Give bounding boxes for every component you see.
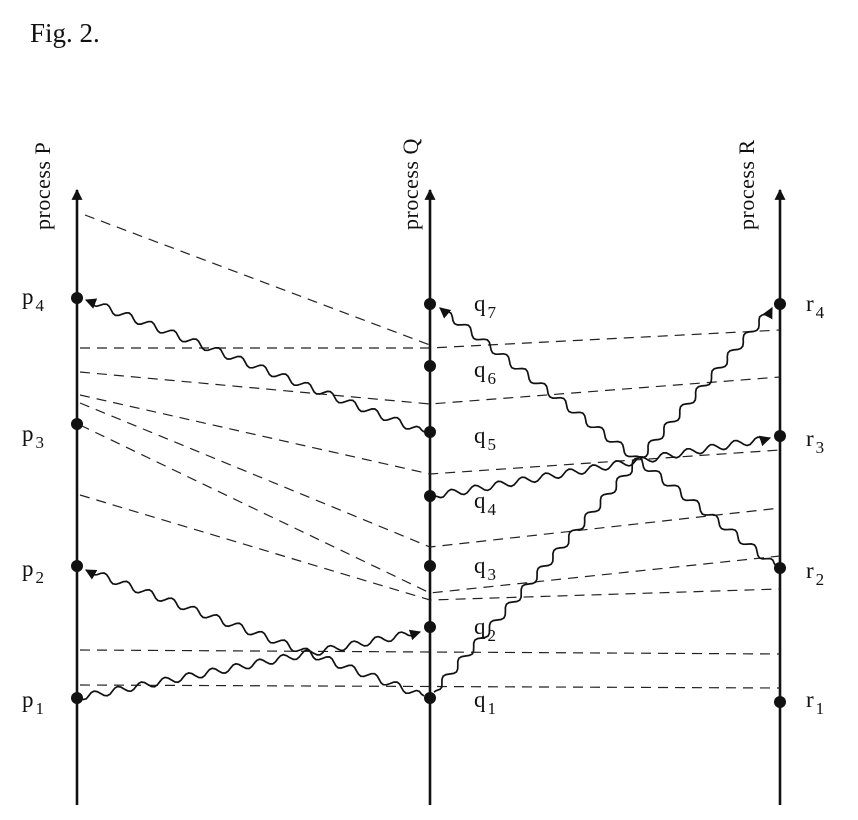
process-p-label: process P bbox=[30, 142, 55, 230]
event-dot-r2 bbox=[774, 562, 786, 574]
event-dot-q3 bbox=[424, 560, 436, 572]
process-q-label: process Q bbox=[398, 138, 423, 230]
tick-line bbox=[80, 329, 781, 349]
event-dots bbox=[71, 292, 786, 708]
tick-line bbox=[79, 494, 781, 601]
event-dot-q7 bbox=[424, 298, 436, 310]
event-dot-r3 bbox=[774, 430, 786, 442]
event-dot-p1 bbox=[71, 692, 83, 704]
event-dot-q6 bbox=[424, 360, 436, 372]
event-dot-q4 bbox=[424, 490, 436, 502]
message-p1-q2 bbox=[76, 629, 422, 701]
event-dot-p4 bbox=[71, 292, 83, 304]
event-dot-r4 bbox=[774, 298, 786, 310]
message-r2-q7 bbox=[439, 307, 777, 567]
event-dot-q2 bbox=[424, 621, 436, 633]
tick-line bbox=[79, 649, 781, 655]
event-dot-p2 bbox=[71, 560, 83, 572]
message-q1-r4 bbox=[433, 307, 773, 693]
figure-caption: Fig. 2. bbox=[30, 18, 100, 48]
tick-line bbox=[84, 214, 431, 346]
event-dot-q5 bbox=[424, 426, 436, 438]
tick-lines bbox=[79, 214, 781, 689]
event-dot-p3 bbox=[71, 418, 83, 430]
messages bbox=[76, 298, 777, 701]
tick-line bbox=[79, 371, 781, 405]
event-dot-r1 bbox=[774, 696, 786, 708]
message-q4-r3 bbox=[433, 435, 772, 499]
tick-line bbox=[79, 402, 781, 548]
process-r-label: process R bbox=[734, 139, 759, 230]
tick-line bbox=[79, 684, 781, 689]
message-q5-p4 bbox=[84, 298, 425, 433]
message-q1-p2 bbox=[85, 569, 425, 697]
tick-line bbox=[79, 394, 781, 475]
event-dot-q1 bbox=[424, 692, 436, 704]
